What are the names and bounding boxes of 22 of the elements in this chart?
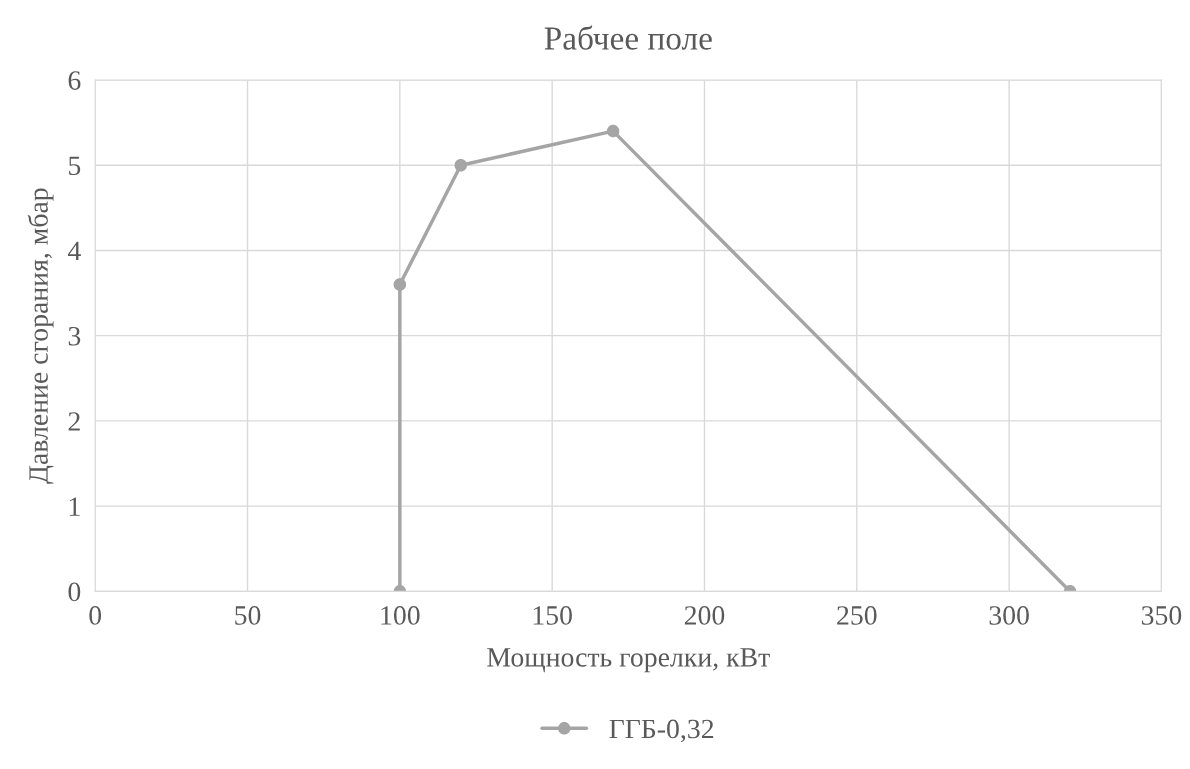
x-tick-label: 100 (381, 606, 420, 625)
x-tick-label: 350 (1141, 606, 1182, 625)
x-tick-label: 0 (89, 606, 102, 625)
y-tick-label: 1 (69, 497, 80, 516)
point (454, 158, 468, 172)
x-tick-label: 50 (235, 606, 261, 625)
y-tick-label: 3 (68, 326, 81, 346)
y-tick-label: 4 (67, 241, 81, 261)
x-axis-title: Мощность горелки, кВт (487, 648, 770, 673)
y-axis-title: Давление сгорания, мбар (27, 188, 54, 484)
x-tick-label: 300 (989, 606, 1029, 625)
y-tick-label: 0 (68, 582, 81, 602)
y-tick-label: 5 (69, 156, 81, 176)
x-tick-label: 150 (533, 606, 572, 625)
chart-title: Рабчее поле (544, 25, 712, 50)
y-tick-label: 2 (68, 412, 80, 431)
x-tick-label: 200 (684, 606, 725, 625)
point (393, 278, 407, 291)
legend-label: ГГБ-0,32 (609, 719, 714, 743)
x-tick-label: 250 (837, 606, 877, 625)
point (606, 124, 620, 138)
y-tick-label: 6 (68, 71, 81, 90)
